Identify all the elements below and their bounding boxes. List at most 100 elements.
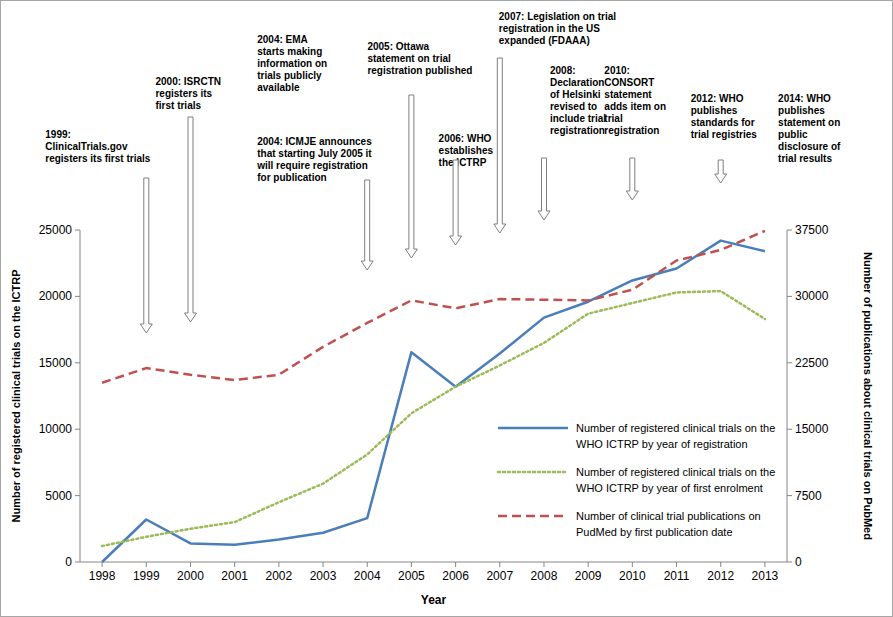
y2-tick [787,562,792,563]
x-tick-label: 2012 [707,569,734,583]
annotation-text: 2008: [550,65,576,76]
x-tick [367,562,368,567]
annotation-arrow [405,95,417,258]
annotation-text: registration [604,125,659,136]
y2-tick-label: 30000 [795,289,829,303]
y2-tick-label: 15000 [795,422,829,436]
y2-tick-label: 22500 [795,356,829,370]
annotation-text: starts making [257,46,322,57]
annotation-text: expanded (FDAAA) [499,35,590,46]
annotation-text: first trials [155,100,201,111]
y-tick [75,362,80,363]
legend-label-line: PudMed by first publication date [576,526,733,538]
annotation-text: statement on trial [367,53,451,64]
annotation-text: 2012: WHO [691,93,744,104]
x-tick-label: 2011 [664,569,690,583]
y-axis-label-line: Number of registered clinical trials on … [10,269,22,522]
annotation-text: 2007: Legislation on trial [499,11,616,22]
x-tick-label: 2002 [265,569,292,583]
annotation-text: registers its [155,88,212,99]
x-tick [323,562,324,567]
y-tick [75,495,80,496]
y2-axis-label: Number of publications about clinical tr… [862,252,874,540]
legend-label-line: WHO ICTRP by year of registration [576,438,748,450]
y2-tick-label: 37500 [795,223,829,237]
x-tick [676,562,677,567]
annotation-text: CONSORT [604,77,654,88]
y-tick [75,429,80,430]
x-tick [411,562,412,567]
annotation-text: will require registration [256,160,368,171]
x-tick-label: 2001 [221,569,248,583]
y-tick-label: 15000 [39,356,73,370]
annotation-text: the ICTRP [439,157,487,168]
y-tick-label: 10000 [39,422,73,436]
annotation-text: revised to [550,101,597,112]
annotation-text: 2010: [604,65,630,76]
x-axis-label: Year [421,593,447,607]
x-tick [190,562,191,567]
annotation-text: 2006: WHO [439,133,492,144]
y2-tick [787,230,792,231]
annotation-text: trial registries [691,129,758,140]
legend-label: Number of registered clinical trials on … [576,422,775,450]
annotation-text: 2014: WHO [778,93,831,104]
annotation-text: for publication [257,172,326,183]
y-tick-label: 0 [65,555,72,569]
chart: 0500010000150002000025000075001500022500… [0,0,893,617]
x-tick-label: 2008 [531,569,558,583]
annotation-arrow [140,178,152,333]
y2-tick-label: 0 [795,555,802,569]
x-tick [455,562,456,567]
x-tick-label: 2007 [486,569,513,583]
annotation-text: trials publicly [257,70,322,81]
x-tick [764,562,765,567]
x-tick-label: 2000 [177,569,204,583]
legend-label-line: Number of clinical trial publications on [576,510,761,522]
series-line [102,241,765,562]
y2-tick-label: 7500 [795,489,822,503]
y-tick [75,230,80,231]
annotation-text: statement on [778,117,840,128]
y-axis-label: Number of registered clinical trials on … [10,269,22,522]
annotation-text: registers its first trials [45,153,150,164]
annotation-text: establishes [439,145,494,156]
series-group [102,231,765,562]
annotation-text: disclosure of [778,141,841,152]
legend-swatch [498,471,568,474]
annotation-text: that starting July 2005 it [257,148,372,159]
y2-tick [787,429,792,430]
legend-label: Number of registered clinical trials on … [576,466,775,494]
annotation-arrow [715,160,727,183]
annotation-text: trial [604,113,623,124]
annotation-text: 1999: [45,129,71,140]
series-line [102,291,765,546]
y2-tick [787,362,792,363]
x-tick [588,562,589,567]
annotation-text: 2004: EMA [257,34,308,45]
x-tick [499,562,500,567]
legend-swatch [498,427,568,430]
annotation-text: 2004: ICMJE announces [257,136,372,147]
legend-swatch [498,515,568,518]
annotation-text: public [778,129,808,140]
picture-frame [1,1,893,617]
x-tick [720,562,721,567]
y-axis-line [80,230,81,562]
x-tick [543,562,544,567]
annotation-text: 2000: ISRCTN [155,76,221,87]
x-tick-label: 2006 [442,569,469,583]
x-tick-label: 2010 [619,569,646,583]
annotation-text: 2005: Ottawa [367,41,429,52]
annotation-text: Declaration [550,77,604,88]
legend-label-line: WHO ICTRP by year of first enrolment [576,482,763,494]
annotation-text: include trial [550,113,606,124]
y2-tick [787,296,792,297]
annotation-text: available [257,82,300,93]
annotation-text: registration published [367,65,472,76]
annotation-arrow [494,58,506,233]
annotation-text: adds item on [604,101,666,112]
x-tick-label: 1999 [133,569,160,583]
annotation-text: trial results [778,153,832,164]
x-tick-label: 2009 [575,569,602,583]
